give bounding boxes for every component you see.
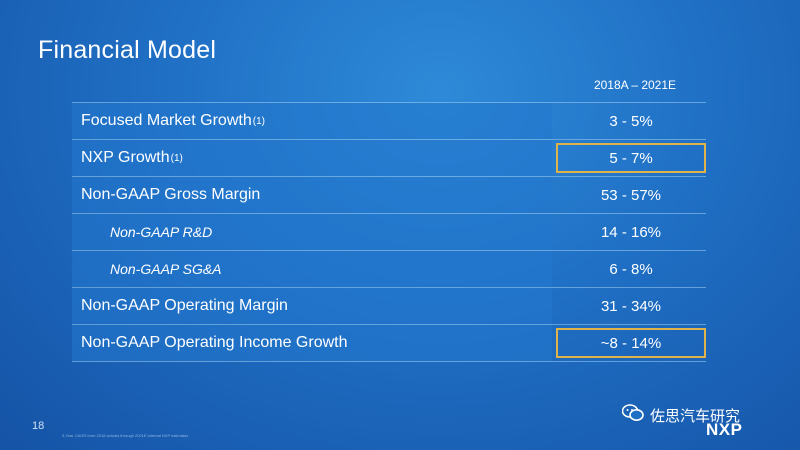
footnote: 3-Year CAGR from 2018 actuals through 20… bbox=[62, 433, 189, 438]
row-label-sub: Non-GAAP SG&A bbox=[72, 251, 552, 287]
row-label-text: NXP Growth bbox=[81, 149, 170, 166]
row-label-text: Focused Market Growth bbox=[81, 112, 252, 129]
table-row: Non-GAAP Gross Margin 53 - 57% bbox=[72, 177, 706, 214]
footnote-marker: (1) bbox=[252, 115, 265, 127]
row-label: NXP Growth (1) bbox=[72, 140, 552, 176]
watermark-text: 佐思汽车研究 bbox=[650, 407, 741, 425]
table-row: Non-GAAP Operating Income Growth ~8 - 14… bbox=[72, 325, 706, 362]
table-row: NXP Growth (1) 5 - 7% bbox=[72, 140, 706, 177]
table-row: Non-GAAP SG&A 6 - 8% bbox=[72, 251, 706, 288]
table-row: Focused Market Growth (1) 3 - 5% bbox=[72, 102, 706, 140]
page-number: 18 bbox=[32, 420, 45, 432]
row-value: 53 - 57% bbox=[600, 186, 662, 204]
row-value: 3 - 5% bbox=[609, 112, 653, 130]
table-row: Non-GAAP Operating Margin 31 - 34% bbox=[72, 288, 706, 325]
watermark: 佐思汽车研究 bbox=[621, 404, 741, 426]
nxp-logo: NXP bbox=[706, 420, 743, 439]
row-label: Non-GAAP Operating Margin bbox=[72, 288, 552, 324]
column-header: 2018A – 2021E bbox=[593, 78, 677, 92]
row-label-sub: Non-GAAP R&D bbox=[72, 214, 552, 250]
row-label: Non-GAAP Operating Income Growth bbox=[72, 325, 552, 361]
row-value-highlighted: 5 - 7% bbox=[556, 143, 706, 173]
row-value: 14 - 16% bbox=[600, 223, 662, 241]
wechat-icon bbox=[621, 404, 644, 426]
financial-table: Focused Market Growth (1) 3 - 5% NXP Grow… bbox=[72, 102, 706, 362]
row-label: Non-GAAP Gross Margin bbox=[72, 177, 552, 213]
table-row: Non-GAAP R&D 14 - 16% bbox=[72, 214, 706, 251]
row-value: 6 - 8% bbox=[609, 260, 653, 278]
row-label: Focused Market Growth (1) bbox=[72, 103, 552, 139]
footnote-marker: (1) bbox=[170, 152, 183, 164]
row-value-highlighted: ~8 - 14% bbox=[556, 328, 706, 358]
row-value: 31 - 34% bbox=[600, 297, 662, 315]
slide-title: Financial Model bbox=[38, 36, 217, 64]
